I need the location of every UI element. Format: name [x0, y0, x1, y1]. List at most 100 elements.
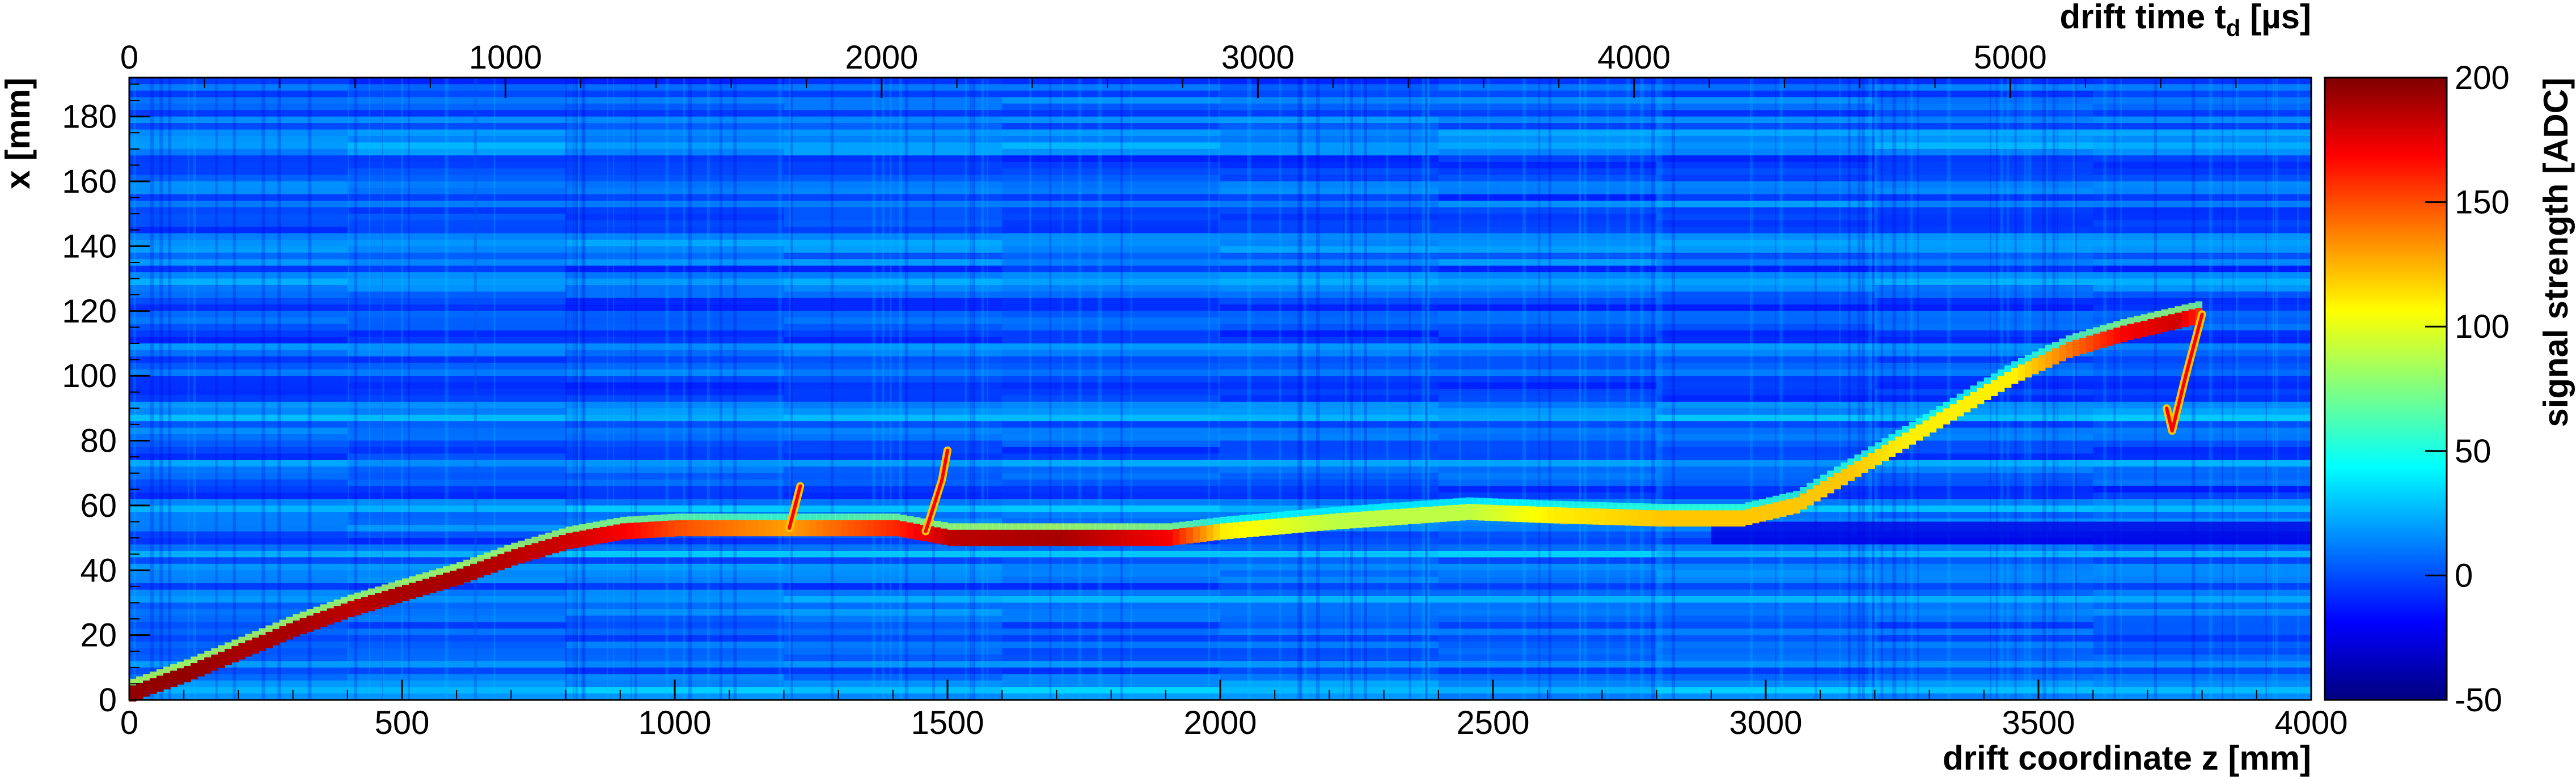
track-halo	[1990, 373, 1998, 380]
noise-cell	[2093, 680, 2312, 688]
noise-cell	[1875, 401, 2094, 409]
noise-cell	[1656, 285, 1876, 292]
noise-cell	[129, 492, 348, 500]
x-tick-label: 2000	[1183, 704, 1257, 741]
delta-ray	[2165, 312, 2204, 433]
noise-cell	[784, 602, 1003, 610]
track-segment	[1592, 508, 1600, 525]
noise-cell	[347, 207, 566, 215]
track-halo	[211, 648, 218, 655]
track-halo	[402, 578, 409, 585]
track-segment	[484, 559, 491, 575]
track-segment	[354, 599, 362, 615]
track-segment	[1752, 507, 1759, 524]
noise-cell	[565, 330, 785, 338]
noise-cell	[1438, 337, 1657, 344]
noise-cell	[1438, 317, 1657, 325]
noise-cell	[1002, 492, 1221, 500]
noise-streak	[1218, 78, 1220, 700]
track-segment	[700, 520, 708, 537]
noise-cell	[784, 285, 1003, 292]
noise-cell	[565, 265, 785, 273]
noise-cell	[565, 667, 785, 675]
track-halo	[470, 557, 477, 564]
noise-cell	[565, 408, 785, 415]
track-halo	[1719, 504, 1727, 511]
track-halo	[1005, 523, 1013, 530]
noise-cell	[784, 473, 1003, 481]
noise-cell	[129, 466, 348, 474]
noise-cell	[129, 512, 348, 519]
noise-cell	[1220, 395, 1439, 402]
track-halo	[1478, 498, 1486, 504]
track-halo	[2113, 321, 2121, 328]
noise-streak	[1874, 78, 1878, 700]
noise-cell	[1656, 201, 1876, 208]
noise-cell	[784, 135, 1003, 143]
noise-cell	[2093, 220, 2312, 228]
noise-cell	[565, 207, 785, 215]
noise-cell	[1875, 175, 2094, 182]
track-segment	[286, 623, 294, 640]
noise-cell	[1875, 278, 2094, 286]
noise-cell	[347, 239, 566, 247]
track-halo	[259, 628, 267, 635]
noise-cell	[1220, 376, 1439, 383]
noise-cell	[1438, 661, 1657, 668]
track-halo	[822, 513, 830, 520]
noise-cell	[129, 97, 348, 104]
noise-cell	[1656, 544, 1876, 551]
noise-cell	[565, 453, 785, 461]
noise-cell	[565, 337, 785, 344]
noise-cell	[129, 602, 348, 610]
noise-streak	[1947, 78, 1951, 700]
track-segment	[1834, 473, 1841, 490]
track-halo	[2004, 365, 2012, 372]
track-segment	[2161, 316, 2168, 332]
noise-cell	[784, 110, 1003, 117]
noise-cell	[1220, 116, 1439, 124]
track-segment	[720, 520, 727, 537]
x-top-tick-label: 2000	[845, 39, 918, 76]
noise-cell	[347, 518, 566, 526]
track-segment	[1663, 510, 1670, 527]
noise-cell	[1002, 207, 1221, 215]
track-segment	[225, 648, 232, 665]
noise-cell	[129, 440, 348, 448]
noise-cell	[1002, 427, 1221, 435]
noise-cell	[1438, 667, 1657, 675]
noise-cell	[1438, 563, 1657, 571]
noise-cell	[1220, 674, 1439, 681]
track-segment	[1271, 519, 1279, 535]
track-halo	[361, 590, 369, 597]
noise-cell	[1002, 570, 1221, 578]
track-halo	[1355, 505, 1363, 512]
noise-cell	[347, 214, 566, 221]
noise-cell	[1438, 531, 1657, 539]
track-segment	[1713, 510, 1721, 527]
noise-streak	[2120, 78, 2122, 700]
track-segment	[395, 587, 403, 604]
track-segment	[1875, 448, 1882, 465]
noise-cell	[1220, 447, 1439, 455]
track-halo	[1793, 491, 1800, 498]
track-segment	[579, 530, 587, 547]
track-segment	[739, 520, 746, 537]
track-segment	[156, 676, 164, 692]
noise-streak	[2154, 78, 2158, 700]
track-segment	[1361, 511, 1369, 528]
track-halo	[1361, 504, 1369, 512]
track-segment	[1120, 529, 1128, 546]
track-halo	[443, 566, 450, 573]
noise-cell	[347, 667, 566, 675]
noise-cell	[347, 648, 566, 655]
noise-cell	[1656, 90, 1876, 98]
track-halo	[1459, 498, 1466, 504]
noise-streak	[2232, 78, 2235, 700]
noise-cell	[2093, 78, 2312, 85]
noise-cell	[1220, 473, 1439, 481]
noise-cell	[1656, 227, 1876, 234]
noise-cell	[1438, 207, 1657, 215]
noise-cell	[1438, 602, 1657, 610]
noise-streak	[193, 78, 196, 700]
